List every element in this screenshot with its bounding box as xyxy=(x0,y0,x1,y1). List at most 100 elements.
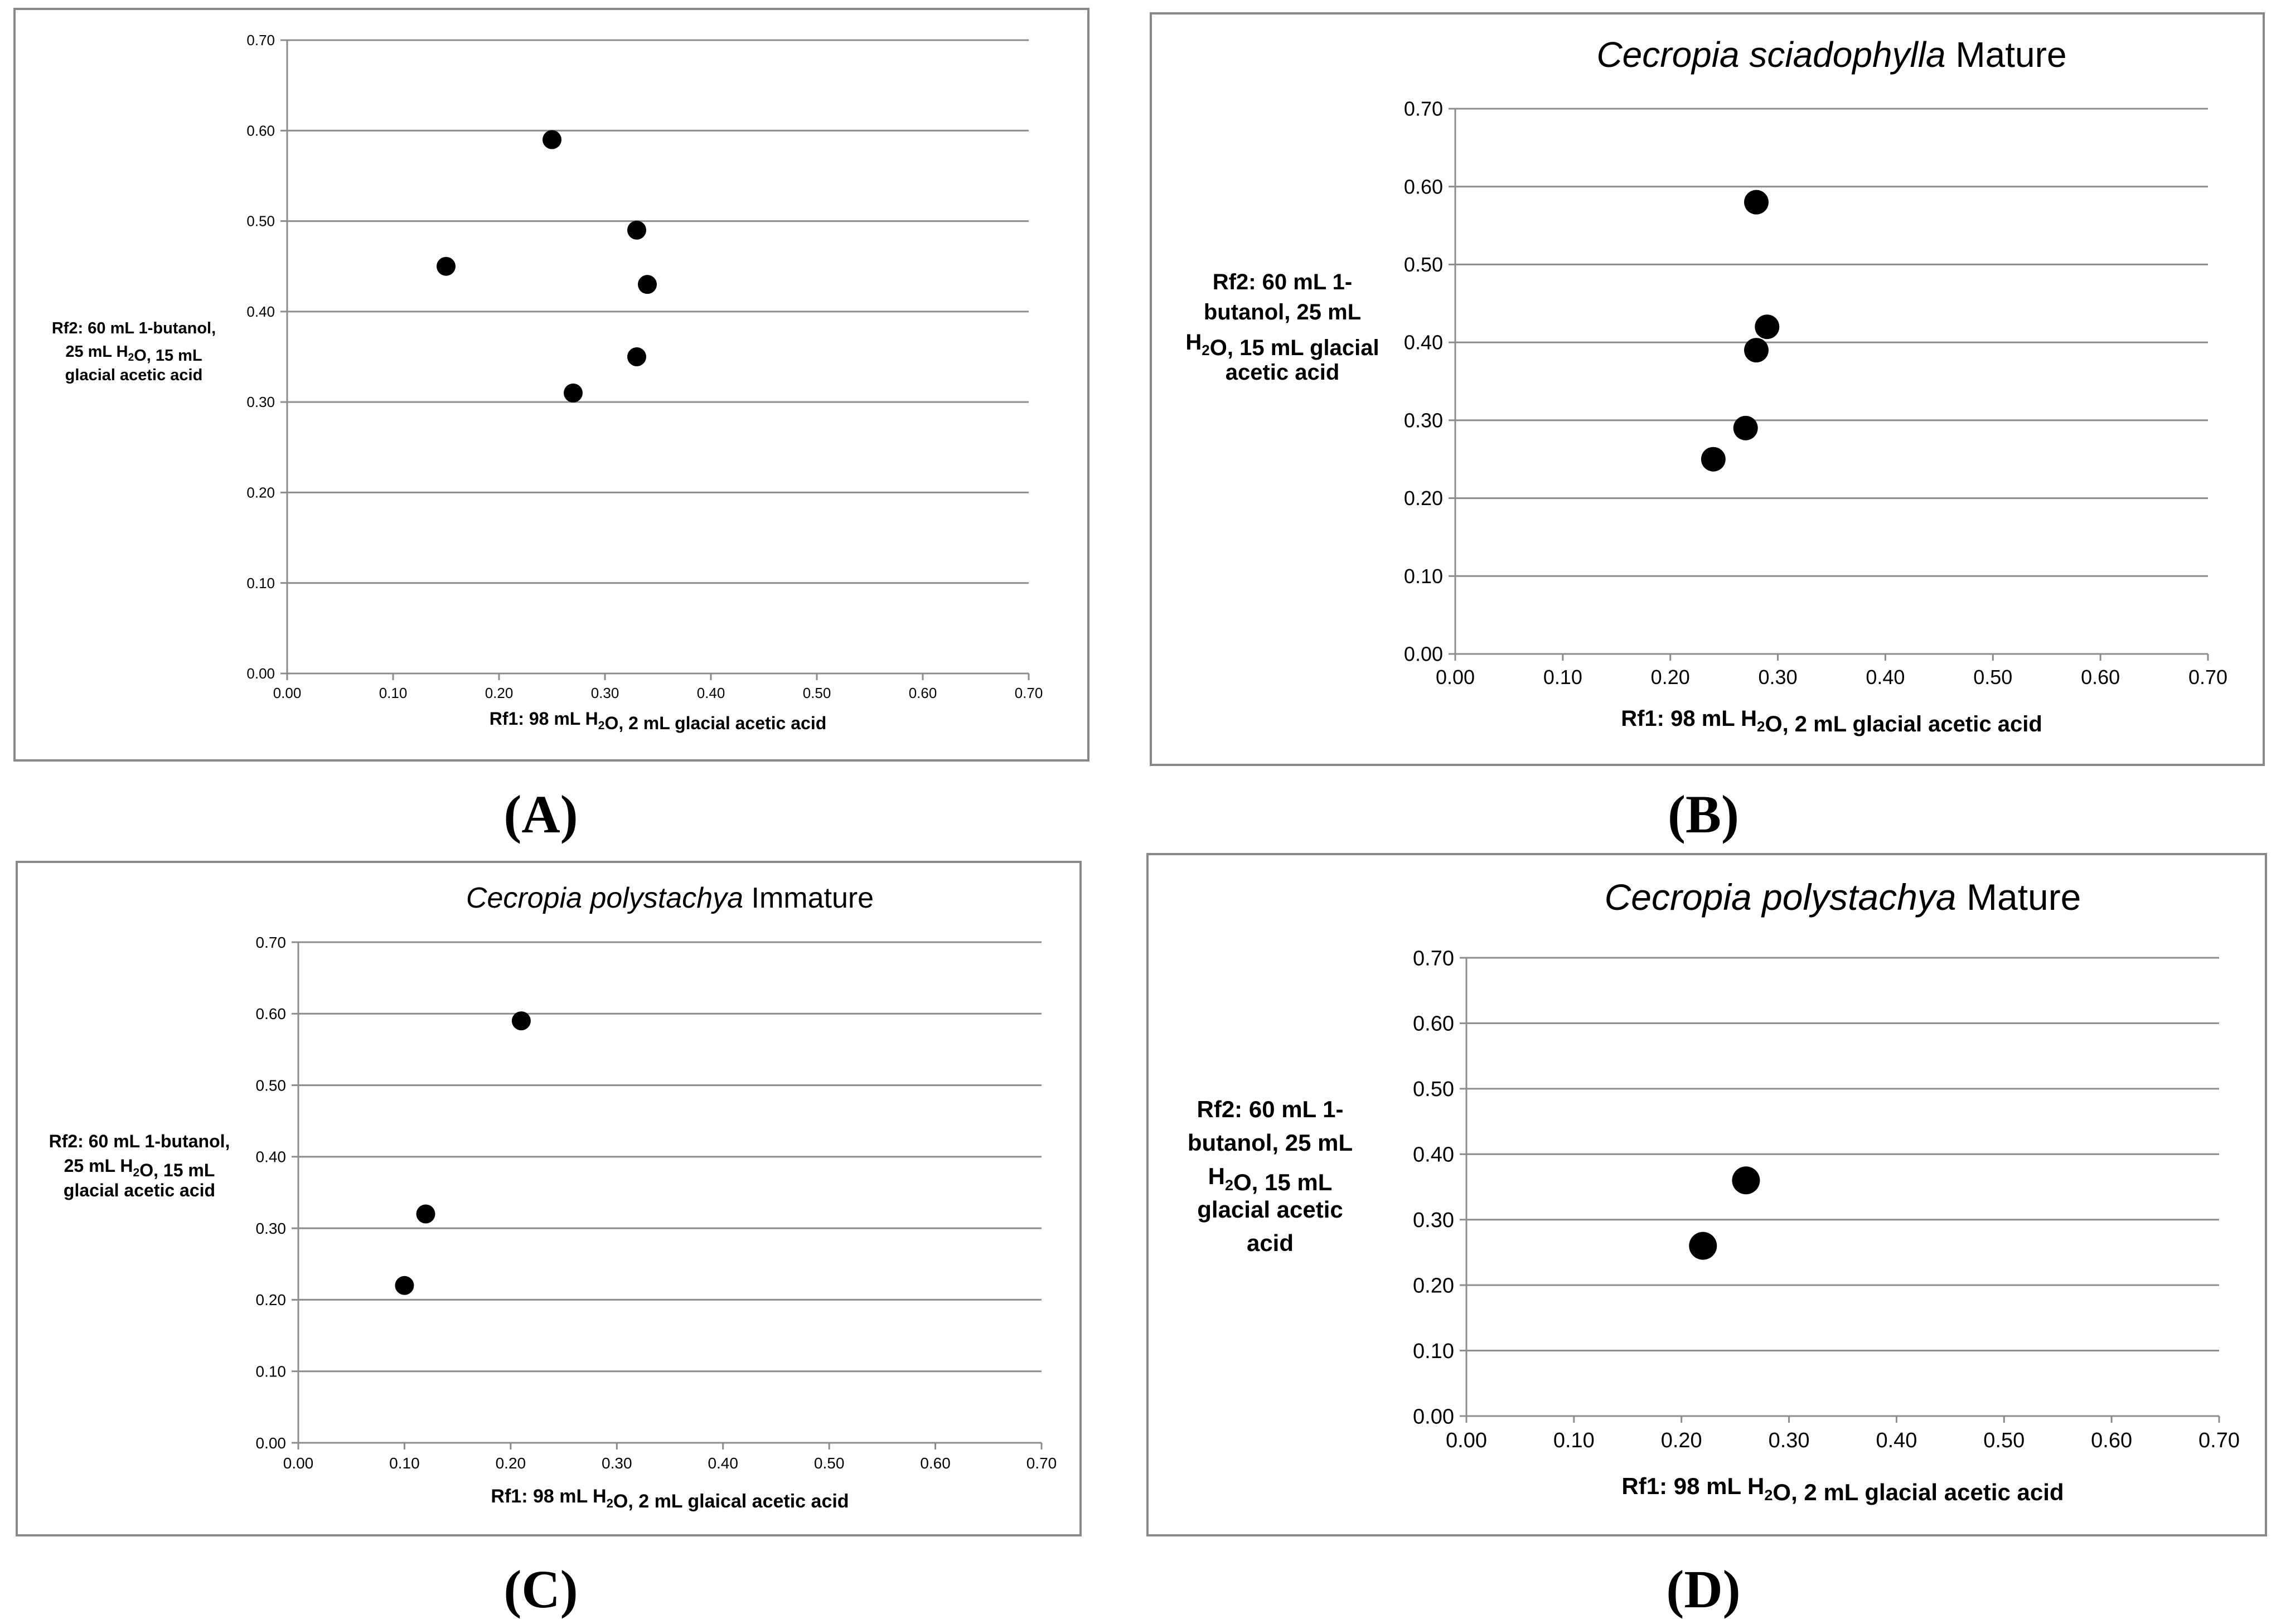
y-axis-label-line: Rf2: 60 mL 1-butanol, xyxy=(52,319,216,337)
data-point xyxy=(543,130,561,149)
x-tick-label: 0.60 xyxy=(920,1455,951,1472)
panel-d-frame xyxy=(1146,853,2267,1536)
x-tick-label: 0.20 xyxy=(1651,666,1690,689)
x-tick-label: 0.50 xyxy=(1973,666,2012,689)
data-point xyxy=(627,347,646,366)
x-tick-label: 0.70 xyxy=(2198,1429,2240,1452)
x-tick-label: 0.20 xyxy=(1661,1429,1702,1452)
x-tick-label: 0.70 xyxy=(2188,666,2227,689)
y-tick-label: 0.70 xyxy=(246,32,275,49)
x-tick-label: 0.20 xyxy=(485,685,514,701)
y-axis-label-line: H2O, 15 mL xyxy=(1208,1163,1333,1195)
y-tick-label: 0.30 xyxy=(256,1220,287,1237)
y-tick-label: 0.50 xyxy=(1404,253,1443,276)
chart-panel-b: 0.00 0.10 0.20 0.30 0.40 0.50 0.60 0.70 0.00 0.10… xyxy=(1185,35,2227,736)
y-tick-label: 0.00 xyxy=(1413,1405,1454,1428)
x-tick-label: 0.70 xyxy=(1026,1455,1057,1472)
y-axis-label-line: 25 mL H2O, 15 mL xyxy=(65,343,202,365)
y-tick-label: 0.10 xyxy=(1404,565,1443,588)
y-tick-label: 0.10 xyxy=(1413,1340,1454,1363)
x-tick-label: 0.60 xyxy=(909,685,937,701)
data-point xyxy=(511,1011,531,1031)
y-tick-label: 0.70 xyxy=(256,934,287,951)
data-point xyxy=(1689,1232,1717,1260)
y-tick-label: 0.20 xyxy=(246,484,275,501)
x-tick-label: 0.40 xyxy=(1876,1429,1917,1452)
chart-title: Cecropia polystachya Immature xyxy=(466,882,874,914)
y-axis-label-line: butanol, 25 mL xyxy=(1204,300,1361,324)
data-point xyxy=(1701,447,1726,472)
data-point xyxy=(395,1276,414,1295)
panel-d-label: (D) xyxy=(1666,1559,1741,1619)
y-tick-label: 0.60 xyxy=(256,1005,287,1022)
y-tick-label: 0.70 xyxy=(1404,98,1443,120)
chart-panel-a: 0.00 0.10 0.20 0.30 0.40 0.50 0.60 0.70 0.00 0.10… xyxy=(52,32,1043,733)
x-tick-label: 0.10 xyxy=(379,685,408,701)
y-axis-label-line: H2O, 15 mL glacial xyxy=(1185,330,1379,360)
x-tick-label: 0.00 xyxy=(273,685,302,701)
y-axis-label-line: glacial acetic acid xyxy=(64,1180,215,1200)
y-axis-label-line: glacial acetic xyxy=(1197,1196,1343,1223)
y-tick-label: 0.00 xyxy=(256,1434,287,1452)
x-tick-label: 0.10 xyxy=(389,1455,420,1472)
data-point xyxy=(1733,415,1758,440)
x-tick-label: 0.50 xyxy=(1983,1429,2025,1452)
panel-b-label: (B) xyxy=(1668,784,1739,844)
y-tick-label: 0.40 xyxy=(256,1148,287,1166)
x-tick-label: 0.30 xyxy=(1769,1429,1810,1452)
x-tick-label: 0.10 xyxy=(1553,1429,1595,1452)
y-tick-label: 0.50 xyxy=(1413,1078,1454,1101)
y-tick-label: 0.00 xyxy=(246,665,275,682)
y-tick-label: 0.40 xyxy=(1413,1143,1454,1167)
y-tick-label: 0.40 xyxy=(246,303,275,320)
y-axis-label-line: butanol, 25 mL xyxy=(1188,1129,1353,1156)
x-axis-label: Rf1: 98 mL H2O, 2 mL glacial acetic acid xyxy=(1621,706,2042,736)
y-axis-label-line: Rf2: 60 mL 1- xyxy=(1213,270,1352,294)
y-axis-label-line: acetic acid xyxy=(1226,360,1340,385)
data-point xyxy=(1732,1166,1760,1195)
x-tick-label: 0.40 xyxy=(708,1455,738,1472)
data-point xyxy=(1755,314,1780,340)
x-tick-label: 0.40 xyxy=(1866,666,1905,689)
x-axis-label: Rf1: 98 mL H2O, 2 mL glacial acetic acid xyxy=(490,709,827,733)
data-point xyxy=(638,275,657,294)
x-tick-label: 0.20 xyxy=(496,1455,526,1472)
data-point xyxy=(416,1204,435,1224)
x-tick-label: 0.70 xyxy=(1015,685,1043,701)
y-tick-label: 0.00 xyxy=(1404,643,1443,666)
y-tick-label: 0.50 xyxy=(246,213,275,230)
x-tick-label: 0.60 xyxy=(2091,1429,2132,1452)
x-axis-label: Rf1: 98 mL H2O, 2 mL glacial acetic acid xyxy=(1621,1473,2064,1505)
x-tick-label: 0.00 xyxy=(1436,666,1475,689)
chart-panel-c: 0.00 0.10 0.20 0.30 0.40 0.50 0.60 0.70 0.00 0.10… xyxy=(49,882,1057,1512)
y-tick-label: 0.70 xyxy=(1413,947,1454,970)
y-axis-label-line: glacial acetic acid xyxy=(65,366,203,384)
x-tick-label: 0.60 xyxy=(2081,666,2120,689)
panel-c-label: (C) xyxy=(503,1559,578,1619)
y-tick-label: 0.30 xyxy=(246,394,275,410)
panel-a-label: (A) xyxy=(503,784,578,844)
x-tick-label: 0.10 xyxy=(1543,666,1582,689)
x-tick-label: 0.30 xyxy=(591,685,619,701)
x-tick-label: 0.40 xyxy=(697,685,725,701)
data-point xyxy=(564,383,583,403)
y-tick-label: 0.20 xyxy=(1404,487,1443,510)
x-tick-label: 0.00 xyxy=(283,1455,314,1472)
x-tick-label: 0.00 xyxy=(1446,1429,1487,1452)
y-axis-label-line: acid xyxy=(1247,1230,1294,1256)
chart-title: Cecropia sciadophylla Mature xyxy=(1596,35,2066,75)
data-point xyxy=(627,220,646,240)
x-tick-label: 0.50 xyxy=(814,1455,845,1472)
x-tick-label: 0.30 xyxy=(602,1455,632,1472)
x-axis-label: Rf1: 98 mL H2O, 2 mL glaical acetic acid xyxy=(491,1486,849,1512)
y-axis-label-line: Rf2: 60 mL 1-butanol, xyxy=(49,1131,230,1151)
y-tick-label: 0.40 xyxy=(1404,331,1443,354)
chart-title: Cecropia polystachya Mature xyxy=(1605,876,2081,918)
y-tick-label: 0.10 xyxy=(256,1363,287,1380)
y-tick-label: 0.50 xyxy=(256,1077,287,1094)
data-point xyxy=(437,256,456,276)
data-point xyxy=(1744,338,1769,363)
y-tick-label: 0.20 xyxy=(1413,1274,1454,1297)
y-tick-label: 0.30 xyxy=(1404,409,1443,432)
